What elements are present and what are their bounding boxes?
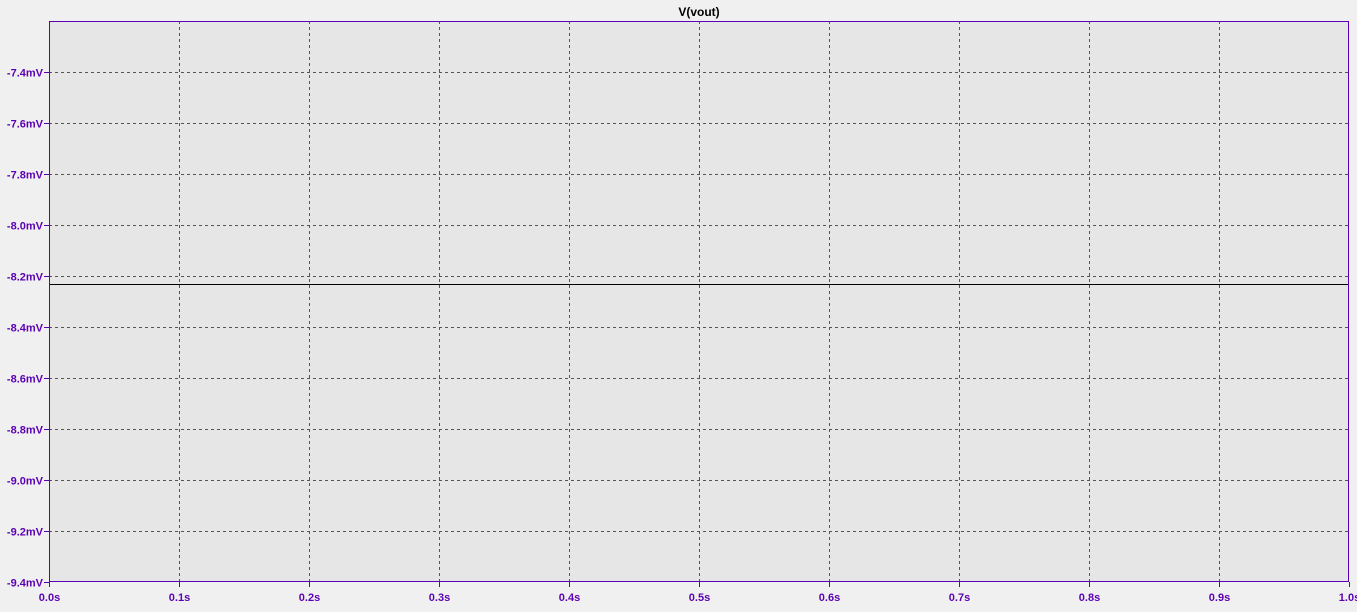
y-tick-label: -9.2mV bbox=[7, 527, 44, 539]
grid bbox=[49, 21, 1349, 582]
y-tick-label: -8.0mV bbox=[7, 221, 44, 233]
y-tick-label: -8.8mV bbox=[7, 425, 44, 437]
x-tick-label: 0.7s bbox=[949, 592, 970, 604]
plot-background bbox=[49, 21, 1349, 582]
x-tick-label: 0.5s bbox=[689, 592, 710, 604]
x-tick-label: 0.6s bbox=[819, 592, 840, 604]
x-tick-label: 0.8s bbox=[1079, 592, 1100, 604]
x-axis: 0.0s 0.1s 0.2s 0.3s 0.4s 0.5s 0.6s 0.7s 0.8s 0.9s… bbox=[39, 582, 1357, 604]
y-tick-label: -7.4mV bbox=[7, 68, 44, 80]
y-axis: -7.4mV -7.6mV -7.8mV -8.0mV -8.2mV -8.4mV -8.6… bbox=[7, 68, 49, 590]
x-tick-label: 0.9s bbox=[1209, 592, 1230, 604]
y-tick-label: -8.4mV bbox=[7, 323, 44, 335]
x-tick-label: 0.3s bbox=[429, 592, 450, 604]
trace-title[interactable]: V(vout) bbox=[678, 5, 719, 19]
y-tick-label: -7.6mV bbox=[7, 119, 44, 131]
x-tick-label: 0.4s bbox=[559, 592, 580, 604]
x-tick-label: 0.0s bbox=[39, 592, 60, 604]
y-tick-label: -9.0mV bbox=[7, 476, 44, 488]
x-tick-label: 1.0s bbox=[1339, 592, 1357, 604]
x-tick-label: 0.1s bbox=[169, 592, 190, 604]
y-tick-label: -8.6mV bbox=[7, 374, 44, 386]
x-tick-label: 0.2s bbox=[299, 592, 320, 604]
y-tick-label: -7.8mV bbox=[7, 170, 44, 182]
y-tick-label: -8.2mV bbox=[7, 272, 44, 284]
y-tick-label: -9.4mV bbox=[7, 578, 44, 590]
plot-frame bbox=[49, 21, 1349, 582]
